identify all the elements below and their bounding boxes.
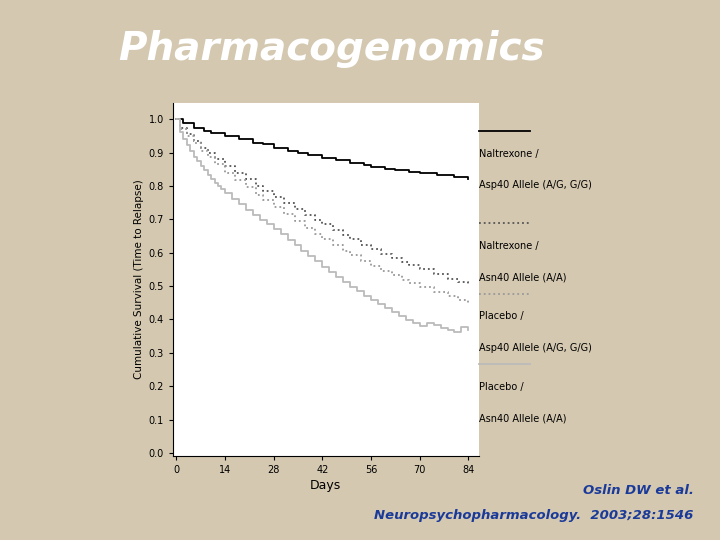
Text: Asn40 Allele (A/A): Asn40 Allele (A/A) (479, 414, 567, 424)
Text: Placebo /: Placebo / (479, 311, 523, 321)
Text: Asp40 Allele (A/G, G/G): Asp40 Allele (A/G, G/G) (479, 180, 592, 191)
Text: Naltrexone /: Naltrexone / (479, 240, 539, 251)
Text: Asp40 Allele (A/G, G/G): Asp40 Allele (A/G, G/G) (479, 343, 592, 353)
Text: Placebo /: Placebo / (479, 382, 523, 392)
Text: Neuropsychopharmacology.  2003;28:1546: Neuropsychopharmacology. 2003;28:1546 (374, 509, 693, 522)
Text: Oslin DW et al.: Oslin DW et al. (582, 484, 693, 497)
X-axis label: Days: Days (310, 480, 341, 492)
Text: Pharmacogenomics: Pharmacogenomics (118, 30, 545, 68)
Text: Asn40 Allele (A/A): Asn40 Allele (A/A) (479, 272, 567, 282)
Y-axis label: Cumulative Survival (Time to Relapse): Cumulative Survival (Time to Relapse) (134, 180, 144, 379)
Text: Naltrexone /: Naltrexone / (479, 148, 539, 159)
